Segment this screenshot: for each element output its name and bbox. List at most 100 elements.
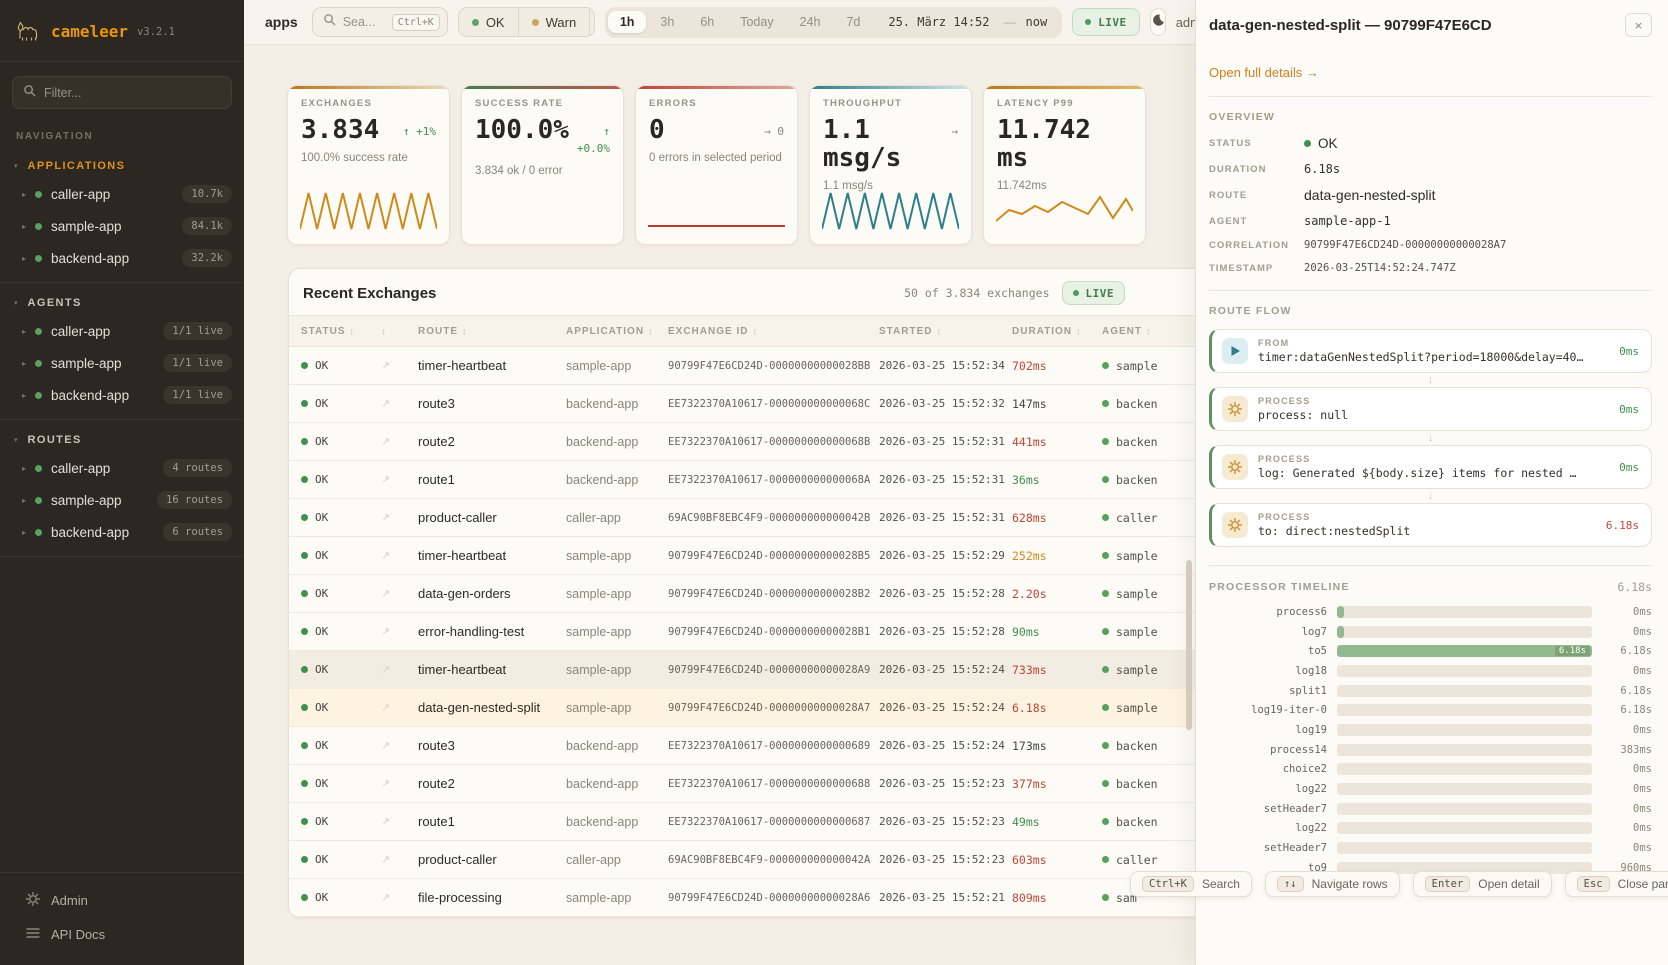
sidebar-item-applications-backend-app[interactable]: ▸ backend-app 32.2k — [0, 242, 244, 274]
range-button-6h[interactable]: 6h — [700, 15, 715, 29]
sidebar-footer-admin[interactable]: Admin — [0, 883, 244, 918]
stat-card-errors[interactable]: ERRORS 0 → 0 0 errors in selected period — [635, 85, 798, 245]
range-button-7d[interactable]: 7d — [846, 15, 861, 29]
global-search[interactable]: Ctrl+K — [311, 7, 448, 37]
exchange-row-file-processing[interactable]: OK ↗ file-processing sample-app 90799F47E6CD… — [289, 879, 1195, 917]
live-badge[interactable]: LIVE — [1072, 8, 1140, 36]
stat-card-latency-p99[interactable]: LATENCY P99 11.742 ms 11.742ms — [983, 85, 1146, 245]
open-exchange-icon[interactable]: ↗ — [381, 550, 391, 562]
nav-group-header-routes[interactable]: ▾ ROUTES — [0, 426, 244, 452]
open-exchange-icon[interactable]: ↗ — [381, 398, 391, 410]
open-exchange-icon[interactable]: ↗ — [381, 816, 391, 828]
timeline-row-process6[interactable]: process6 0ms — [1209, 602, 1652, 622]
open-exchange-icon[interactable]: ↗ — [381, 626, 391, 638]
sort-icon[interactable]: ↕ — [1076, 326, 1082, 336]
status-filter-e[interactable]: E — [590, 8, 594, 36]
exchange-row-product-caller[interactable]: OK ↗ product-caller caller-app 69AC90BF8EBC4… — [289, 841, 1195, 879]
range-button-1h[interactable]: 1h — [607, 11, 647, 33]
search-input[interactable] — [342, 15, 385, 29]
sidebar-item-routes-caller-app[interactable]: ▸ caller-app 4 routes — [0, 452, 244, 484]
stat-card-success-rate[interactable]: SUCCESS RATE 100.0% ↑ +0.0% 3.834 ok / 0 err… — [461, 85, 624, 245]
timeline-row-log19[interactable]: log19 0ms — [1209, 720, 1652, 740]
timeline-row-choice2[interactable]: choice2 0ms — [1209, 760, 1652, 780]
exchange-row-route3[interactable]: OK ↗ route3 backend-app EE7322370A10617-0000… — [289, 727, 1195, 765]
flow-step-1[interactable]: FROM timer:dataGenNestedSplit?period=1800… — [1209, 329, 1652, 373]
open-exchange-icon[interactable]: ↗ — [381, 892, 391, 904]
sidebar-item-routes-sample-app[interactable]: ▸ sample-app 16 routes — [0, 484, 244, 516]
sidebar-item-applications-sample-app[interactable]: ▸ sample-app 84.1k — [0, 210, 244, 242]
theme-toggle[interactable] — [1149, 8, 1166, 36]
exchange-row-route2[interactable]: OK ↗ route2 backend-app EE7322370A10617-0000… — [289, 423, 1195, 461]
open-exchange-icon[interactable]: ↗ — [381, 664, 391, 676]
sidebar-item-applications-caller-app[interactable]: ▸ caller-app 10.7k — [0, 178, 244, 210]
timeline-row-to5[interactable]: to5 6.18s 6.18s — [1209, 641, 1652, 661]
timeline-row-log22[interactable]: log22 0ms — [1209, 779, 1652, 799]
range-now-label[interactable]: now — [1025, 15, 1048, 29]
open-exchange-icon[interactable]: ↗ — [381, 854, 391, 866]
count-badge: 16 routes — [157, 491, 232, 509]
exchange-row-data-gen-orders[interactable]: OK ↗ data-gen-orders sample-app 90799F47E6CD… — [289, 575, 1195, 613]
open-exchange-icon[interactable]: ↗ — [381, 360, 391, 372]
timeline-row-split1[interactable]: split1 6.18s — [1209, 681, 1652, 701]
nav-group-header-agents[interactable]: ▾ AGENTS — [0, 289, 244, 315]
range-datetime[interactable]: 25. März 14:52 — [888, 15, 990, 29]
exchange-row-route2[interactable]: OK ↗ route2 backend-app EE7322370A10617-0000… — [289, 765, 1195, 803]
timeline-row-log18[interactable]: log18 0ms — [1209, 661, 1652, 681]
flow-step-4[interactable]: PROCESS to: direct:nestedSplit 6.18s — [1209, 503, 1652, 547]
exchange-row-timer-heartbeat[interactable]: OK ↗ timer-heartbeat sample-app 90799F47E6CD… — [289, 537, 1195, 575]
timeline-row-to9[interactable]: to9 960ms — [1209, 858, 1652, 878]
open-exchange-icon[interactable]: ↗ — [381, 740, 391, 752]
sidebar-item-agents-sample-app[interactable]: ▸ sample-app 1/1 live — [0, 347, 244, 379]
nav-group-header-applications[interactable]: ▾ APPLICATIONS — [0, 152, 244, 178]
stat-card-exchanges[interactable]: EXCHANGES 3.834 ↑ +1% 100.0% success rate — [287, 85, 450, 245]
exchange-row-error-handling-test[interactable]: OK ↗ error-handling-test sample-app 90799F47… — [289, 613, 1195, 651]
open-exchange-icon[interactable]: ↗ — [381, 512, 391, 524]
exchange-row-route3[interactable]: OK ↗ route3 backend-app EE7322370A10617-0000… — [289, 385, 1195, 423]
flow-step-2[interactable]: PROCESS process: null 0ms — [1209, 387, 1652, 431]
sort-icon[interactable]: ↕ — [462, 326, 468, 336]
timeline-row-setheader7[interactable]: setHeader7 0ms — [1209, 799, 1652, 819]
sidebar-item-agents-caller-app[interactable]: ▸ caller-app 1/1 live — [0, 315, 244, 347]
flow-step-3[interactable]: PROCESS log: Generated ${body.size} items… — [1209, 445, 1652, 489]
stat-card-throughput[interactable]: THROUGHPUT 1.1 msg/s → 1.1 msg/s — [809, 85, 972, 245]
sort-icon[interactable]: ↕ — [648, 326, 654, 336]
timeline-row-setheader7[interactable]: setHeader7 0ms — [1209, 838, 1652, 858]
open-exchange-icon[interactable]: ↗ — [381, 474, 391, 486]
timeline-row-log7[interactable]: log7 0ms — [1209, 622, 1652, 642]
filter-input[interactable] — [44, 85, 221, 100]
timeline-row-log19-iter-0[interactable]: log19-iter-0 6.18s — [1209, 700, 1652, 720]
exchange-row-timer-heartbeat[interactable]: OK ↗ timer-heartbeat sample-app 90799F47E6CD… — [289, 651, 1195, 689]
main-scrollbar[interactable] — [1186, 560, 1192, 730]
sidebar-item-agents-backend-app[interactable]: ▸ backend-app 1/1 live — [0, 379, 244, 411]
open-full-details-link[interactable]: Open full details → — [1209, 65, 1319, 80]
sort-icon[interactable]: ↕ — [349, 326, 356, 336]
sort-icon[interactable]: ↕ — [752, 326, 758, 336]
open-exchange-icon[interactable]: ↗ — [381, 588, 391, 600]
open-exchange-icon[interactable]: ↗ — [381, 778, 391, 790]
exchange-row-data-gen-nested-split[interactable]: OK ↗ data-gen-nested-split sample-app 90799F… — [289, 689, 1195, 727]
exchange-row-timer-heartbeat[interactable]: OK ↗ timer-heartbeat sample-app 90799F47E6CD… — [289, 347, 1195, 385]
timeline-row-process14[interactable]: process14 383ms — [1209, 740, 1652, 760]
status-filter-ok[interactable]: OK — [459, 8, 519, 36]
timeline-row-log22[interactable]: log22 0ms — [1209, 819, 1652, 839]
exchange-row-route1[interactable]: OK ↗ route1 backend-app EE7322370A10617-0000… — [289, 803, 1195, 841]
range-separator: — — [1003, 15, 1016, 29]
range-button-3h[interactable]: 3h — [660, 15, 675, 29]
status-filter-warn[interactable]: Warn — [519, 8, 591, 36]
range-button-24h[interactable]: 24h — [799, 15, 821, 29]
sidebar-item-routes-backend-app[interactable]: ▸ backend-app 6 routes — [0, 516, 244, 548]
sort-icon[interactable]: ↕ — [1146, 326, 1152, 336]
close-icon[interactable]: × — [1625, 13, 1652, 37]
overview-label-duration: DURATION — [1209, 163, 1267, 175]
exchange-row-product-caller[interactable]: OK ↗ product-caller caller-app 69AC90BF8EBC4… — [289, 499, 1195, 537]
sidebar-filter[interactable] — [12, 76, 232, 109]
range-button-today[interactable]: Today — [740, 15, 774, 29]
sort-icon[interactable]: ↕ — [936, 326, 942, 336]
exchange-row-route1[interactable]: OK ↗ route1 backend-app EE7322370A10617-0000… — [289, 461, 1195, 499]
open-exchange-icon[interactable]: ↗ — [381, 702, 391, 714]
count-badge: 1/1 live — [163, 386, 232, 404]
open-exchange-icon[interactable]: ↗ — [381, 436, 391, 448]
sidebar-footer-api-docs[interactable]: API Docs — [0, 918, 244, 951]
sort-icon[interactable]: ↕ — [381, 326, 387, 336]
timeline-duration-value: 0ms — [1633, 822, 1652, 835]
